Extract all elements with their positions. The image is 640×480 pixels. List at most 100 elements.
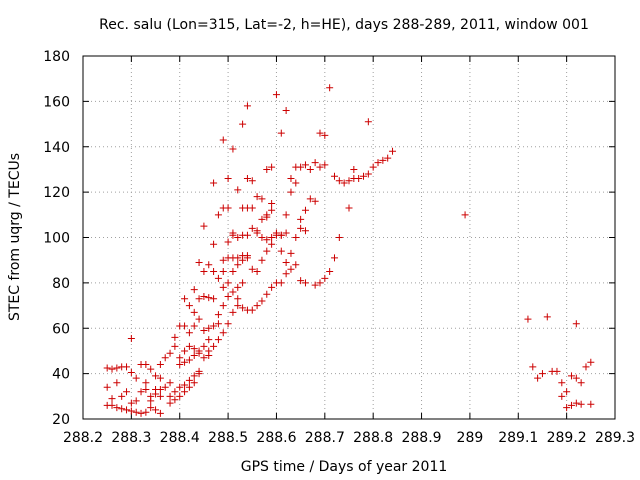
data-point	[200, 292, 208, 300]
data-point	[258, 256, 266, 264]
data-point	[572, 399, 580, 407]
data-point	[127, 407, 135, 415]
data-point	[384, 154, 392, 162]
data-point	[369, 163, 377, 171]
data-point	[210, 179, 218, 187]
data-point	[239, 120, 247, 128]
data-point	[335, 177, 343, 185]
data-point	[229, 229, 237, 237]
data-point	[166, 379, 174, 387]
data-point	[272, 229, 280, 237]
data-point	[103, 383, 111, 391]
data-point	[195, 370, 203, 378]
data-point	[389, 147, 397, 155]
data-point	[190, 322, 198, 330]
data-point	[229, 268, 237, 276]
data-point	[326, 84, 334, 92]
x-axis-label: GPS time / Days of year 2011	[241, 459, 448, 475]
y-axis-label: STEC from uqrg / TECUs	[7, 153, 23, 321]
data-point	[108, 395, 116, 403]
data-point	[132, 408, 140, 416]
data-point	[142, 361, 150, 369]
x-tick-label: 288.6	[256, 430, 296, 446]
data-point	[195, 315, 203, 323]
data-point	[311, 281, 319, 289]
data-point	[253, 268, 261, 276]
data-point	[219, 329, 227, 337]
data-point	[171, 396, 179, 404]
data-point	[185, 329, 193, 337]
data-point	[234, 254, 242, 262]
data-point	[229, 145, 237, 153]
data-point	[277, 279, 285, 287]
data-point	[306, 165, 314, 173]
x-tick-label: 288.9	[401, 430, 441, 446]
data-point	[268, 240, 276, 248]
data-point	[234, 283, 242, 291]
data-point	[340, 179, 348, 187]
data-point	[577, 400, 585, 408]
data-point	[185, 342, 193, 350]
y-tick-label: 60	[52, 321, 70, 337]
data-point	[142, 379, 150, 387]
data-point	[558, 392, 566, 400]
data-point	[152, 406, 160, 414]
data-point	[185, 302, 193, 310]
data-point	[587, 358, 595, 366]
data-point	[210, 322, 218, 330]
data-point	[277, 231, 285, 239]
data-point	[113, 404, 121, 412]
data-point	[263, 236, 271, 244]
data-point	[277, 129, 285, 137]
x-tick-label: 289.2	[547, 430, 587, 446]
data-point	[321, 161, 329, 169]
data-point	[171, 388, 179, 396]
data-point	[142, 386, 150, 394]
data-point	[205, 294, 213, 302]
data-point	[258, 234, 266, 241]
data-point	[181, 347, 189, 355]
data-point	[316, 129, 324, 137]
data-point	[364, 170, 372, 178]
data-point	[239, 279, 247, 287]
x-tick-label: 288.5	[208, 430, 248, 446]
data-point	[185, 376, 193, 384]
data-point	[301, 279, 309, 287]
data-point	[297, 277, 305, 285]
data-point	[176, 354, 184, 362]
data-point	[243, 175, 251, 183]
data-point	[185, 383, 193, 391]
chart-title: Rec. salu (Lon=315, Lat=-2, h=HE), days …	[99, 17, 589, 33]
data-point	[567, 401, 575, 409]
data-point	[190, 308, 198, 316]
data-point	[176, 361, 184, 369]
data-point	[253, 302, 261, 310]
data-point	[190, 379, 198, 387]
data-point	[200, 222, 208, 230]
data-point	[461, 211, 469, 219]
x-tick-label: 289	[457, 430, 484, 446]
data-point	[205, 351, 213, 359]
data-point	[214, 311, 222, 319]
data-point	[301, 206, 309, 214]
data-point	[297, 224, 305, 232]
data-point	[301, 227, 309, 235]
data-point	[137, 409, 145, 417]
data-point	[243, 254, 251, 262]
data-point	[268, 199, 276, 207]
data-point	[360, 172, 368, 180]
data-point	[282, 211, 290, 219]
data-point	[243, 102, 251, 110]
data-series	[103, 84, 595, 417]
data-point	[335, 234, 343, 241]
data-point	[181, 381, 189, 389]
data-point	[316, 279, 324, 287]
data-point	[268, 283, 276, 291]
data-point	[210, 295, 218, 303]
x-axis: 288.2 288.3 288.4 288.5 288.6 288.7 288.8 288.9…	[63, 56, 635, 446]
data-point	[176, 383, 184, 391]
data-point	[224, 175, 232, 183]
data-point	[364, 118, 372, 126]
y-tick-label: 180	[43, 49, 70, 65]
